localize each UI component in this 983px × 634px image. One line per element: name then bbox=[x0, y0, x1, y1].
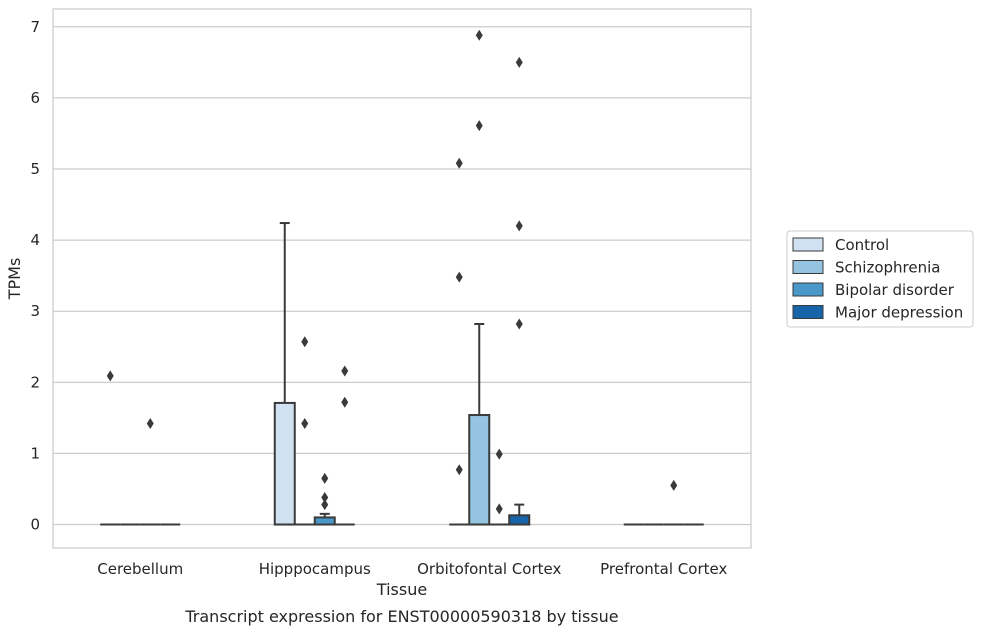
y-axis-ticks: 0 1 2 3 4 5 6 7 bbox=[30, 18, 40, 534]
box-group bbox=[273, 222, 296, 526]
box-group bbox=[468, 29, 491, 526]
box-body bbox=[313, 516, 336, 526]
box-group bbox=[313, 472, 336, 526]
outlier-point bbox=[495, 448, 503, 460]
legend-label: Schizophrenia bbox=[835, 259, 940, 277]
outlier-point bbox=[455, 271, 463, 283]
outlier-point bbox=[301, 336, 309, 348]
y-tick-label: 3 bbox=[30, 302, 40, 320]
box-group bbox=[508, 56, 531, 526]
y-tick-label: 1 bbox=[30, 444, 40, 462]
legend-label: Control bbox=[835, 236, 889, 254]
outlier-point bbox=[475, 120, 483, 132]
x-tick-label: Orbitofontal Cortex bbox=[417, 560, 561, 578]
box-group bbox=[140, 418, 161, 526]
box-group bbox=[449, 157, 470, 526]
legend-swatch bbox=[792, 237, 824, 252]
box-group bbox=[294, 336, 315, 526]
chart-caption: Transcript expression for ENST0000059031… bbox=[184, 607, 618, 626]
box-body bbox=[508, 514, 531, 526]
plot-boxes bbox=[100, 29, 704, 526]
box-group bbox=[489, 448, 510, 526]
x-axis-title: Tissue bbox=[376, 580, 427, 599]
x-tick-label: Cerebellum bbox=[97, 560, 183, 578]
y-tick-label: 2 bbox=[30, 373, 40, 391]
outlier-point bbox=[670, 479, 678, 491]
outlier-point bbox=[106, 370, 114, 382]
outlier-point bbox=[321, 472, 329, 484]
box-group bbox=[334, 365, 355, 526]
legend: Control Schizophrenia Bipolar disorder Majo… bbox=[786, 230, 974, 328]
box-body bbox=[273, 401, 296, 526]
outlier-point bbox=[475, 29, 483, 41]
outlier-point bbox=[495, 503, 503, 515]
box-group bbox=[100, 370, 121, 526]
y-tick-label: 0 bbox=[30, 516, 40, 534]
y-tick-label: 7 bbox=[30, 18, 40, 36]
outlier-point bbox=[341, 365, 349, 377]
legend-frame bbox=[786, 230, 974, 328]
outlier-point bbox=[146, 418, 154, 430]
outlier-point bbox=[301, 418, 309, 430]
y-tick-label: 5 bbox=[30, 160, 40, 178]
gridlines bbox=[53, 26, 751, 526]
outlier-point bbox=[321, 492, 329, 504]
y-tick-label: 6 bbox=[30, 89, 40, 107]
box-group bbox=[663, 479, 684, 526]
legend-swatch bbox=[792, 305, 824, 319]
box-body bbox=[468, 414, 491, 526]
y-axis-title: TPMs bbox=[5, 258, 24, 301]
x-tick-label: Prefrontal Cortex bbox=[600, 560, 727, 578]
legend-swatch bbox=[792, 260, 824, 274]
outlier-point bbox=[455, 157, 463, 169]
x-axis-ticks: Cerebellum Hipppocampus Orbitofontal Corte… bbox=[97, 560, 727, 578]
outlier-point bbox=[515, 220, 523, 232]
y-tick-label: 4 bbox=[30, 231, 40, 249]
outlier-point bbox=[341, 396, 349, 408]
x-tick-label: Hipppocampus bbox=[259, 560, 371, 578]
legend-label: Major depression bbox=[835, 304, 963, 322]
legend-label: Bipolar disorder bbox=[835, 281, 955, 299]
outlier-point bbox=[515, 318, 523, 330]
outlier-point bbox=[515, 56, 523, 68]
plot-frame bbox=[52, 8, 752, 549]
outlier-point bbox=[321, 499, 329, 511]
legend-swatch bbox=[792, 282, 824, 297]
outlier-point bbox=[455, 464, 463, 476]
